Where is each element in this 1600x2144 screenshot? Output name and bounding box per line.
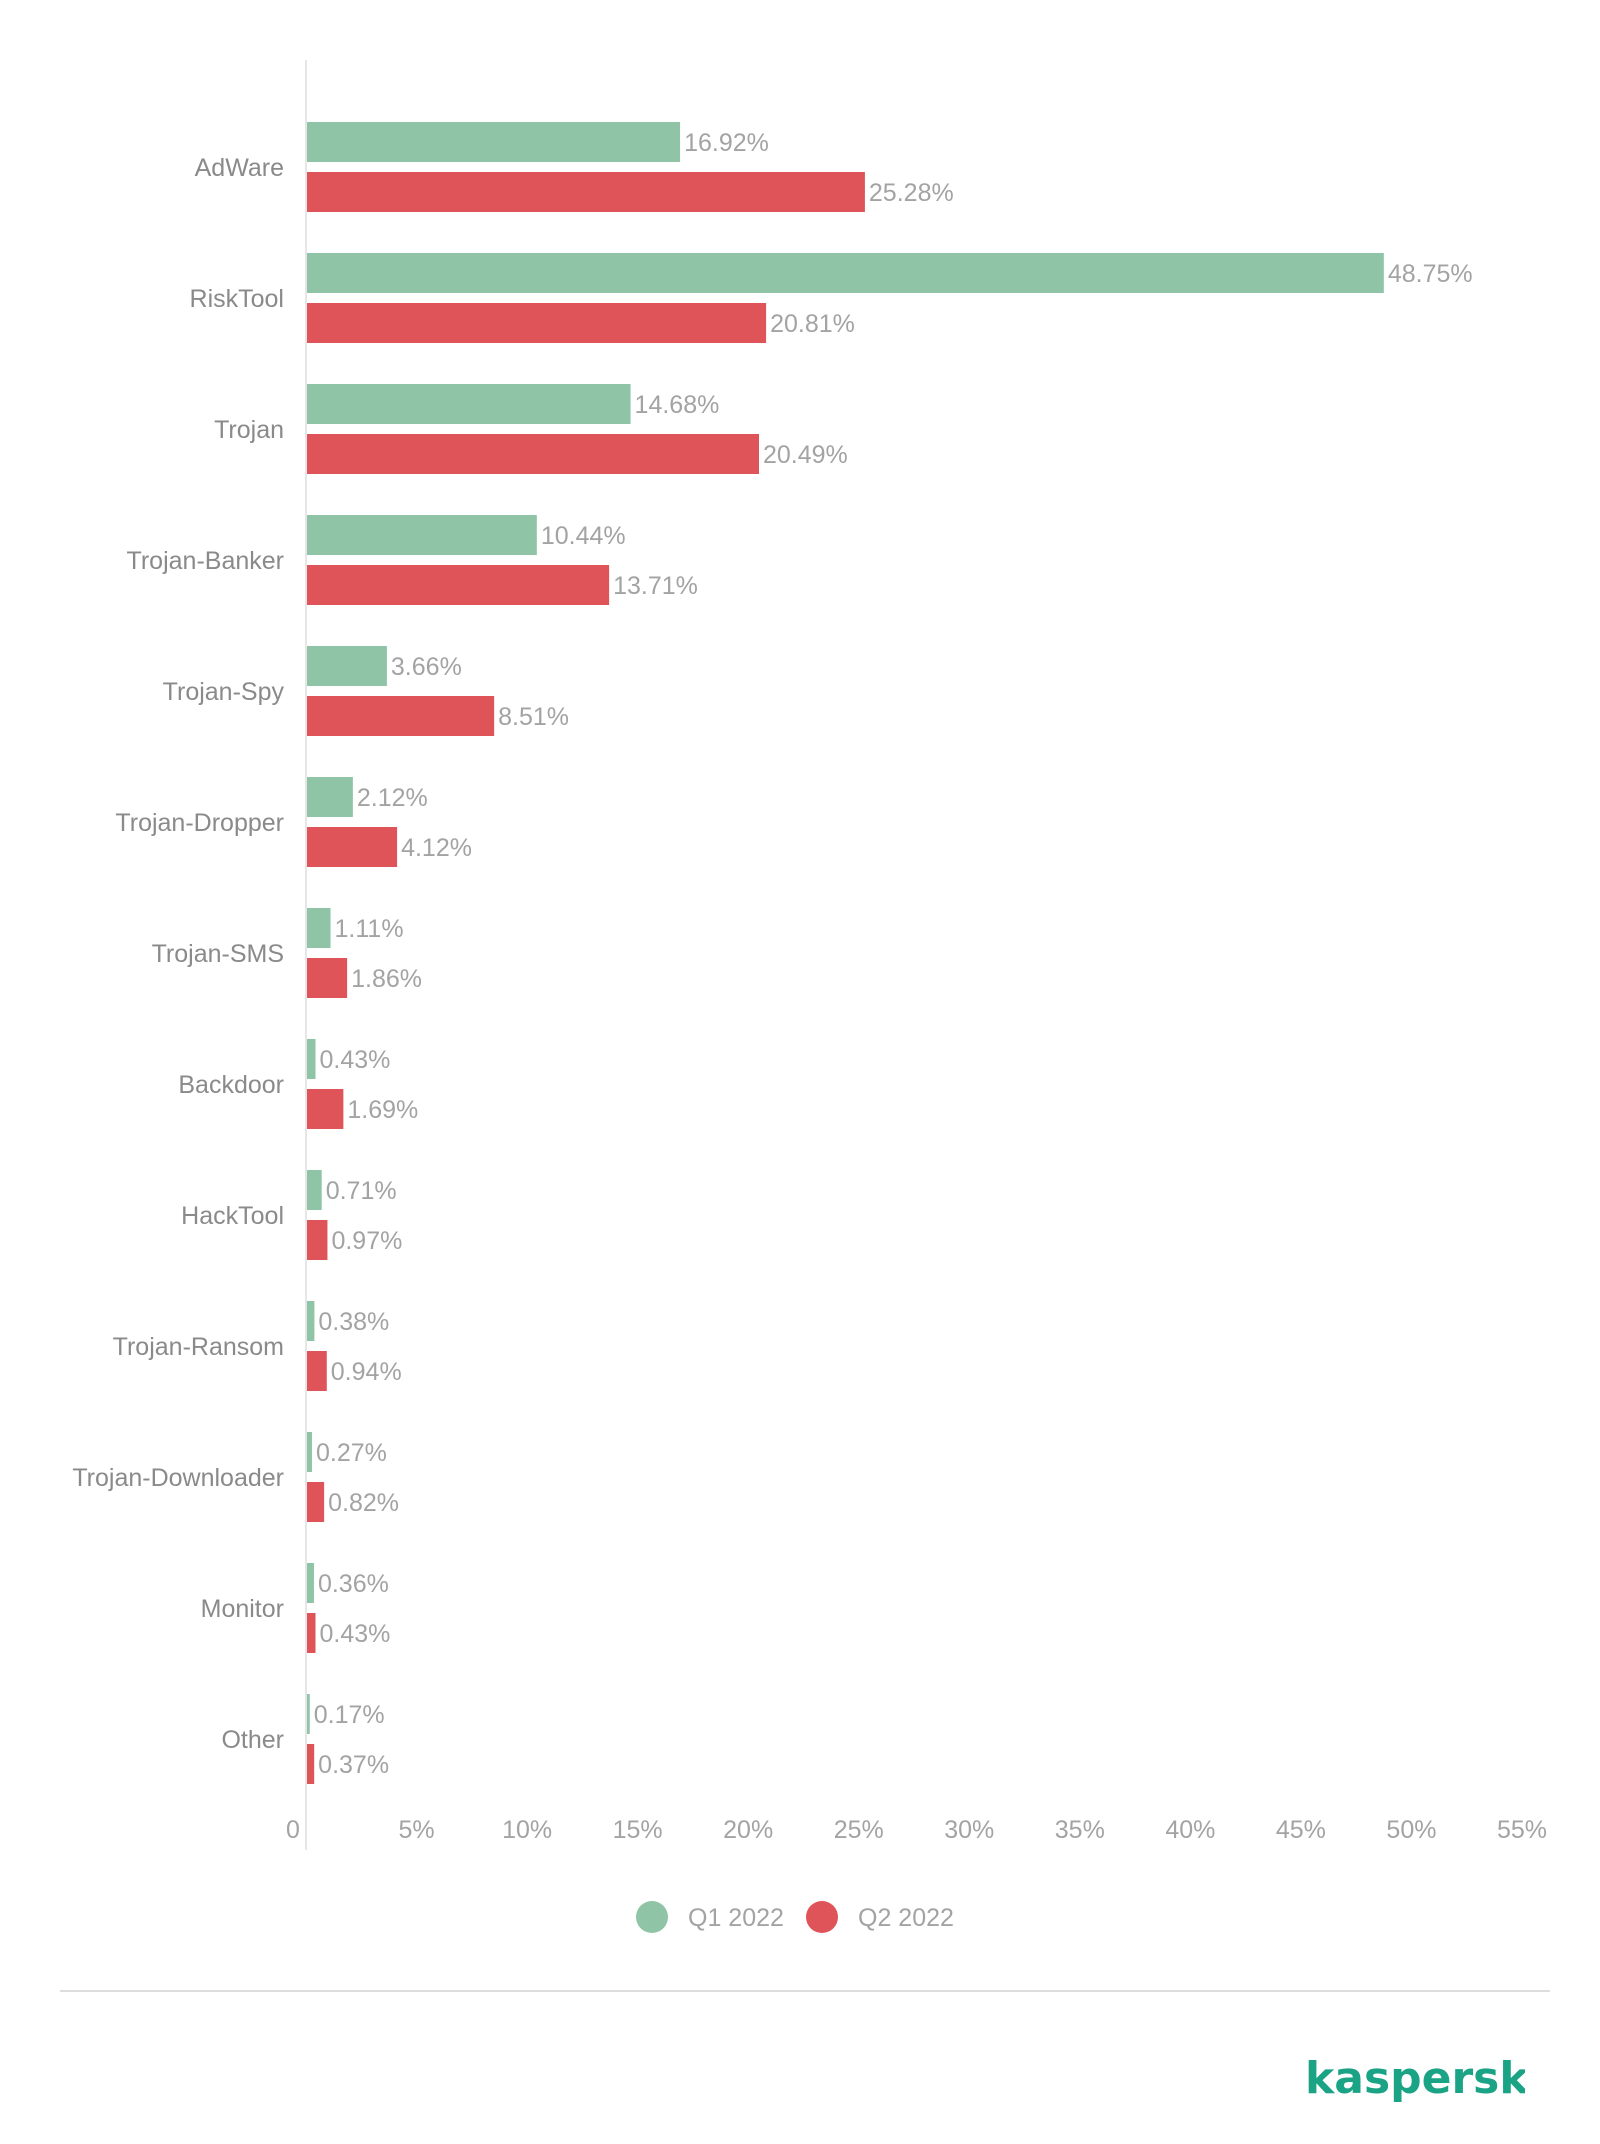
category-label: Trojan-Banker	[127, 547, 284, 575]
category-labels: AdWare RiskTool Trojan Trojan-Banker Trojan-…	[72, 154, 284, 1754]
bars	[306, 122, 1384, 1784]
data-label: 48.75%	[1388, 260, 1473, 288]
data-label: 0.94%	[331, 1358, 402, 1386]
logo-text: kaspersky	[1305, 2053, 1525, 2104]
x-axis-ticks: 0 5% 10% 15% 20% 25% 30% 35% 40% 45% 50% 55%	[286, 1816, 1547, 1844]
bar-q2	[306, 1744, 315, 1784]
data-label: 0.97%	[331, 1227, 402, 1255]
category-label: Trojan-Dropper	[115, 809, 284, 837]
x-tick-label: 0	[286, 1816, 300, 1844]
bar-q2	[306, 1089, 344, 1129]
bar-q1	[306, 908, 331, 948]
bar-q2	[306, 1613, 316, 1653]
bar-chart: AdWare RiskTool Trojan Trojan-Banker Trojan-…	[72, 60, 1547, 1933]
bar-q1	[306, 777, 353, 817]
x-tick-label: 45%	[1276, 1816, 1326, 1844]
data-label: 0.27%	[316, 1439, 387, 1467]
bar-q2	[306, 958, 348, 998]
data-label: 1.69%	[347, 1096, 418, 1124]
x-tick-label: 40%	[1165, 1816, 1215, 1844]
x-tick-label: 30%	[944, 1816, 994, 1844]
x-tick-label: 55%	[1497, 1816, 1547, 1844]
data-label: 0.71%	[326, 1177, 397, 1205]
bar-q2	[306, 827, 398, 867]
category-label: Trojan-Ransom	[113, 1333, 284, 1361]
x-tick-label: 15%	[613, 1816, 663, 1844]
data-label: 2.12%	[357, 784, 428, 812]
bar-q2	[306, 434, 760, 474]
bar-q1	[306, 1563, 314, 1603]
bar-q2	[306, 1482, 325, 1522]
bar-q1	[306, 384, 631, 424]
category-label: Trojan-Spy	[163, 678, 285, 706]
bar-q2	[306, 565, 610, 605]
kaspersky-logo: kaspersky	[1305, 2053, 1525, 2104]
value-labels: 16.92% 25.28% 48.75% 20.81% 14.68% 20.49% 10.4…	[314, 129, 1473, 1779]
x-tick-label: 5%	[398, 1816, 434, 1844]
data-label: 0.17%	[314, 1701, 385, 1729]
category-label: RiskTool	[190, 285, 284, 313]
divider	[60, 1990, 1550, 1992]
data-label: 25.28%	[869, 179, 954, 207]
x-tick-label: 10%	[502, 1816, 552, 1844]
x-tick-label: 50%	[1386, 1816, 1436, 1844]
bar-q2	[306, 172, 865, 212]
legend-swatch-q1	[636, 1901, 668, 1933]
legend: Q1 2022 Q2 2022	[636, 1901, 954, 1933]
data-label: 0.36%	[318, 1570, 389, 1598]
bar-q1	[306, 1432, 312, 1472]
bar-q1	[306, 646, 387, 686]
bar-q2	[306, 696, 495, 736]
category-label: Monitor	[201, 1595, 284, 1623]
bar-q1	[306, 253, 1384, 293]
category-label: HackTool	[181, 1202, 284, 1230]
category-label: Other	[221, 1726, 284, 1754]
data-label: 20.81%	[770, 310, 855, 338]
bar-q1	[306, 1301, 315, 1341]
category-label: Backdoor	[178, 1071, 284, 1099]
data-label: 3.66%	[391, 653, 462, 681]
data-label: 0.37%	[318, 1751, 389, 1779]
bar-q2	[306, 1351, 327, 1391]
bar-q2	[306, 1220, 328, 1260]
data-label: 10.44%	[541, 522, 626, 550]
bar-q1	[306, 1039, 316, 1079]
bar-q1	[306, 1170, 322, 1210]
data-label: 20.49%	[763, 441, 848, 469]
bar-q2	[306, 303, 767, 343]
data-label: 1.86%	[351, 965, 422, 993]
category-label: Trojan-SMS	[152, 940, 284, 968]
data-label: 0.43%	[320, 1620, 391, 1648]
data-label: 4.12%	[401, 834, 472, 862]
category-label: AdWare	[195, 154, 284, 182]
bar-q1	[306, 1694, 310, 1734]
legend-label: Q2 2022	[858, 1904, 954, 1932]
x-tick-label: 25%	[834, 1816, 884, 1844]
category-label: Trojan-Downloader	[72, 1464, 284, 1492]
x-tick-label: 20%	[723, 1816, 773, 1844]
category-label: Trojan	[214, 416, 284, 444]
data-label: 0.82%	[328, 1489, 399, 1517]
bar-q1	[306, 515, 537, 555]
data-label: 1.11%	[335, 915, 404, 943]
data-label: 16.92%	[684, 129, 769, 157]
legend-swatch-q2	[806, 1901, 838, 1933]
data-label: 13.71%	[613, 572, 698, 600]
data-label: 0.38%	[318, 1308, 389, 1336]
bar-q1	[306, 122, 681, 162]
legend-label: Q1 2022	[688, 1904, 784, 1932]
x-tick-label: 35%	[1055, 1816, 1105, 1844]
data-label: 0.43%	[320, 1046, 391, 1074]
data-label: 8.51%	[498, 703, 569, 731]
data-label: 14.68%	[635, 391, 720, 419]
